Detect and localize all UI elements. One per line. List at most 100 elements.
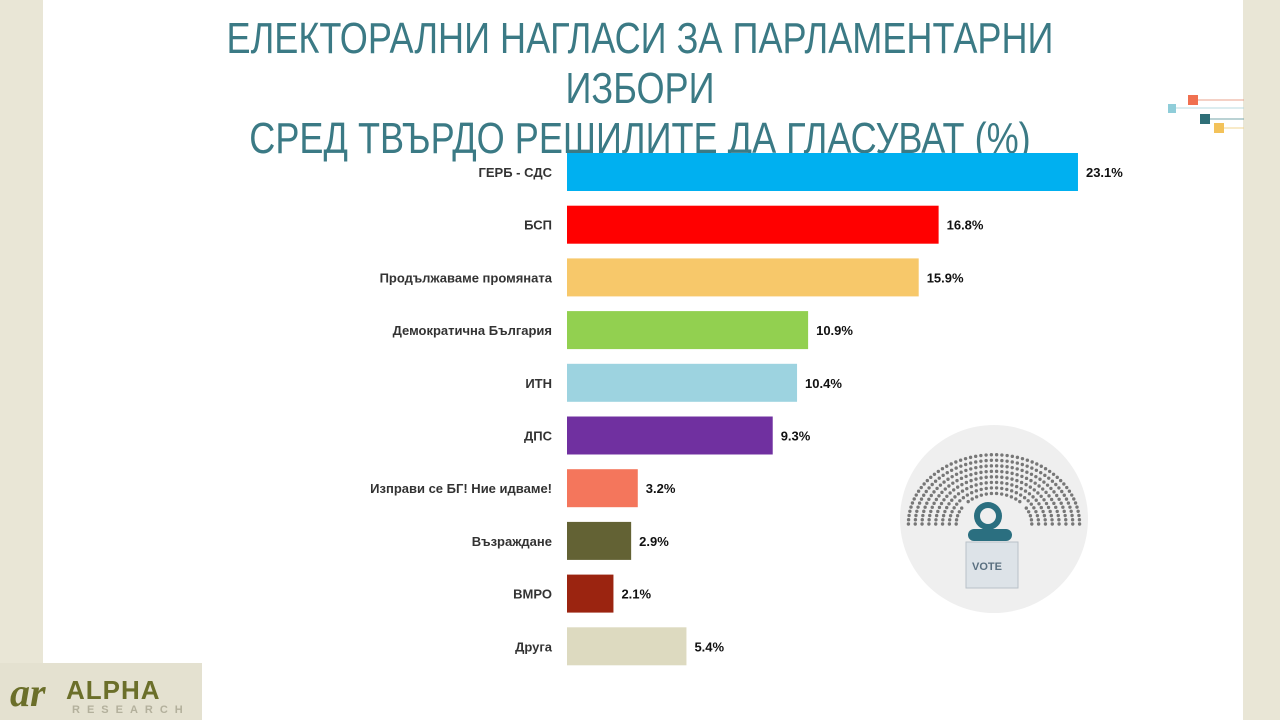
decorative-lines-icon bbox=[1168, 95, 1244, 133]
seat-dot bbox=[974, 495, 979, 499]
seat-dot bbox=[947, 518, 952, 522]
data-label: 10.9% bbox=[816, 323, 853, 338]
seat-dot bbox=[959, 464, 963, 468]
seat-dot bbox=[1039, 470, 1043, 475]
seat-dot bbox=[936, 509, 940, 514]
seat-dot bbox=[1028, 514, 1033, 518]
seat-dot bbox=[953, 495, 957, 499]
seat-dot bbox=[1041, 487, 1045, 491]
seat-dot bbox=[984, 475, 988, 479]
seat-dot bbox=[1034, 474, 1038, 479]
seat-dot bbox=[1030, 460, 1034, 464]
alpha-research-logo: ɑr ALPHA RESEARCH bbox=[0, 663, 202, 720]
seat-dot bbox=[969, 473, 973, 477]
seat-dot bbox=[921, 513, 925, 518]
seat-dot bbox=[940, 467, 945, 471]
seat-dot bbox=[1051, 472, 1056, 476]
bar bbox=[567, 627, 687, 666]
seat-dot bbox=[960, 489, 965, 493]
seat-dot bbox=[951, 481, 955, 485]
bar bbox=[567, 258, 919, 297]
seat-dot bbox=[1064, 522, 1068, 526]
seat-dot bbox=[916, 505, 920, 509]
seat-dot bbox=[906, 518, 911, 522]
seat-dot bbox=[961, 496, 966, 500]
seat-dot bbox=[1036, 522, 1041, 526]
seat-dot bbox=[1014, 497, 1018, 501]
seat-dot bbox=[1024, 482, 1028, 487]
seat-dot bbox=[960, 482, 964, 487]
seat-dot bbox=[925, 478, 930, 483]
seat-dot bbox=[1056, 513, 1060, 518]
seat-dot bbox=[1005, 453, 1009, 458]
data-label: 16.8% bbox=[947, 218, 984, 233]
seat-dot bbox=[974, 471, 978, 476]
seat-dot bbox=[933, 479, 938, 483]
seat-dot bbox=[941, 513, 946, 518]
seat-dot bbox=[913, 522, 917, 526]
category-label: ДПС bbox=[524, 429, 553, 444]
seat-dot bbox=[1022, 496, 1027, 500]
bar bbox=[567, 469, 638, 508]
seat-dot bbox=[1057, 486, 1061, 490]
seat-dot bbox=[923, 505, 927, 509]
seat-dot bbox=[932, 490, 936, 494]
seat-dot bbox=[1050, 522, 1054, 526]
seat-dot bbox=[1026, 499, 1030, 503]
data-label: 15.9% bbox=[927, 270, 964, 285]
seat-dot bbox=[1025, 464, 1029, 468]
seat-dot bbox=[965, 493, 970, 497]
data-label: 2.1% bbox=[621, 587, 651, 602]
seat-dot bbox=[955, 478, 959, 483]
bar bbox=[567, 205, 939, 244]
seat-dot bbox=[1000, 458, 1004, 463]
seat-dot bbox=[1069, 509, 1073, 514]
seat-dot bbox=[994, 486, 999, 490]
seat-dot bbox=[1044, 490, 1048, 495]
seat-dot bbox=[979, 465, 983, 469]
category-label: ИТН bbox=[525, 376, 552, 391]
seat-dot bbox=[1014, 484, 1019, 489]
seat-dot bbox=[1060, 489, 1064, 494]
seat-dot bbox=[1005, 481, 1009, 486]
seat-dot bbox=[1000, 475, 1004, 479]
right-strip bbox=[1243, 0, 1280, 720]
seat-dot bbox=[970, 497, 974, 501]
seat-dot bbox=[1044, 501, 1049, 506]
seat-dot bbox=[1075, 505, 1079, 509]
seat-dot bbox=[915, 509, 919, 514]
data-label: 3.2% bbox=[646, 481, 676, 496]
seat-dot bbox=[924, 489, 928, 494]
seat-dot bbox=[989, 475, 994, 479]
seat-dot bbox=[1029, 478, 1033, 483]
seat-dot bbox=[984, 464, 988, 468]
seat-dot bbox=[937, 476, 941, 480]
seat-dot bbox=[922, 493, 926, 497]
seat-dot bbox=[969, 478, 973, 483]
seat-dot bbox=[989, 469, 994, 474]
seat-dot bbox=[940, 490, 944, 495]
seat-dot bbox=[989, 491, 994, 496]
seat-dot bbox=[930, 505, 934, 510]
category-label: Изправи се БГ! Ние идваме! bbox=[370, 481, 552, 496]
seat-dot bbox=[1043, 467, 1048, 471]
seat-dot bbox=[959, 476, 964, 481]
seat-dot bbox=[1065, 485, 1069, 490]
seat-dot bbox=[945, 494, 949, 498]
seat-dot bbox=[917, 501, 922, 505]
seat-dot bbox=[1009, 489, 1014, 493]
seat-dot bbox=[910, 501, 915, 505]
seat-dot bbox=[1036, 491, 1040, 495]
logo-name: ALPHA bbox=[66, 675, 161, 705]
left-strip bbox=[0, 0, 43, 720]
seat-dot bbox=[1025, 458, 1030, 462]
seat-dot bbox=[1033, 481, 1037, 485]
seat-dot bbox=[1029, 502, 1033, 506]
seat-dot bbox=[1029, 472, 1034, 476]
seat-dot bbox=[1030, 466, 1034, 470]
category-label: ВМРО bbox=[513, 587, 552, 602]
seat-dot bbox=[942, 498, 946, 502]
seat-dot bbox=[927, 522, 931, 526]
seat-dot bbox=[955, 485, 960, 489]
seat-dot bbox=[1043, 473, 1047, 478]
